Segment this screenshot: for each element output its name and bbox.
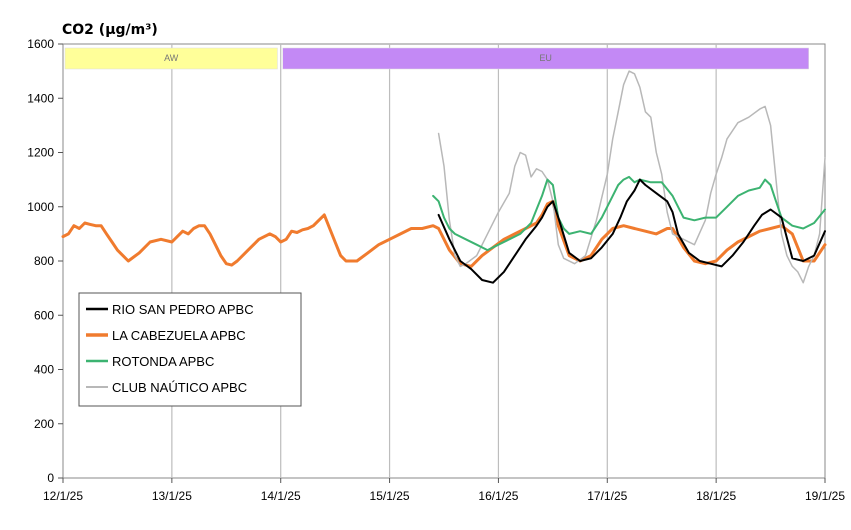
band-eu xyxy=(282,47,809,70)
y-tick-label: 1200 xyxy=(27,146,54,160)
x-tick-label: 16/1/25 xyxy=(478,489,518,503)
x-tick-label: 19/1/25 xyxy=(805,489,845,503)
y-tick-label: 1400 xyxy=(27,91,54,105)
x-tick-label: 18/1/25 xyxy=(696,489,736,503)
axes: 0 200 400 600 800 1000 1200 1400 1600 12/1/25 13/1… xyxy=(27,37,845,503)
x-tick-label: 14/1/25 xyxy=(261,489,301,503)
x-tick-label: 13/1/25 xyxy=(152,489,192,503)
legend-label: LA CABEZUELA APBC xyxy=(112,328,246,343)
series-line-club-na-tico-apbc xyxy=(437,70,826,284)
y-tick-label: 400 xyxy=(34,363,54,377)
chart-title: CO2 (µg/m³) xyxy=(62,22,158,38)
x-tick-label: 12/1/25 xyxy=(43,489,83,503)
legend-box xyxy=(78,292,302,407)
band-aw xyxy=(64,47,278,70)
y-tick-label: 600 xyxy=(34,308,54,322)
period-bands: AW EU xyxy=(64,47,809,70)
y-tick-label: 800 xyxy=(34,254,54,268)
series-line-rio-san-pedro-apbc xyxy=(437,178,826,284)
y-tick-label: 0 xyxy=(47,471,54,485)
y-tick-label: 1000 xyxy=(27,200,54,214)
band-label-eu: EU xyxy=(539,53,552,63)
x-tick-label: 15/1/25 xyxy=(370,489,410,503)
legend: RIO SAN PEDRO APBC LA CABEZUELA APBC ROTON… xyxy=(78,292,302,407)
legend-label: CLUB NAÚTICO APBC xyxy=(112,380,247,395)
y-tick-label: 200 xyxy=(34,417,54,431)
series-lines xyxy=(61,70,827,284)
legend-label: RIO SAN PEDRO APBC xyxy=(112,302,254,317)
series-line-la-cabezuela-apbc xyxy=(61,199,827,268)
y-tick-label: 1600 xyxy=(27,37,54,51)
x-tick-label: 17/1/25 xyxy=(587,489,627,503)
legend-label: ROTONDA APBC xyxy=(112,354,214,369)
band-label-aw: AW xyxy=(164,53,179,63)
series-line-rotonda-apbc xyxy=(432,175,826,252)
